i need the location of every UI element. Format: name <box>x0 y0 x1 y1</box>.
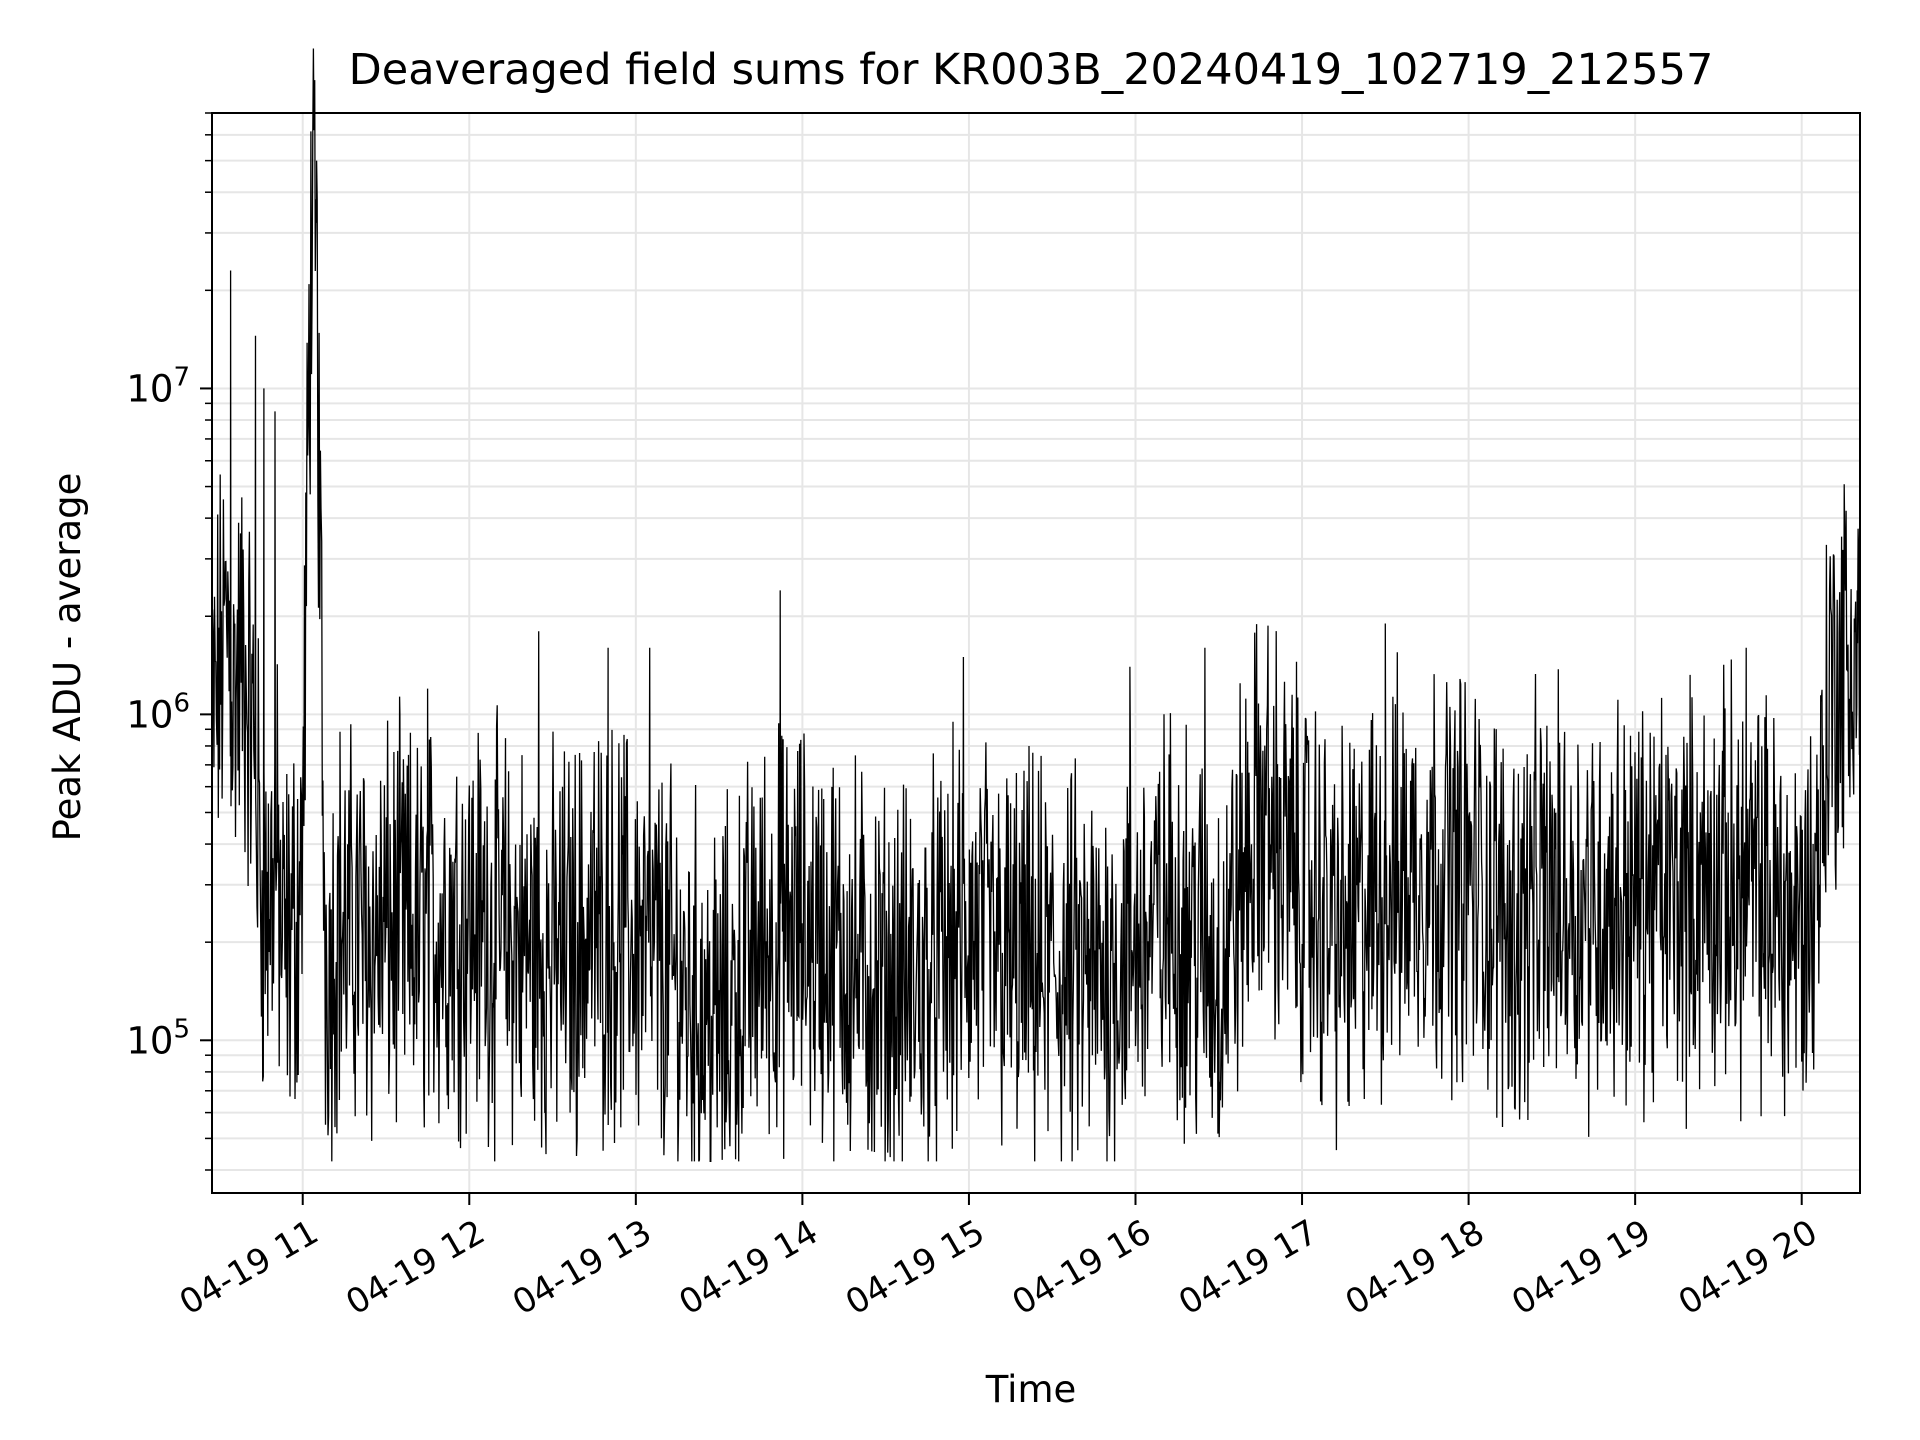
data-series <box>211 48 1861 1163</box>
y-tick-label: 107 <box>126 362 190 410</box>
y-tick-label: 106 <box>126 688 190 736</box>
series-line <box>211 48 1861 1163</box>
y-tick-label: 105 <box>126 1014 190 1062</box>
grid-lines <box>212 112 1860 1193</box>
chart-title: Deaveraged field sums for KR003B_2024041… <box>349 45 1714 95</box>
plot-frame <box>211 112 1861 1194</box>
x-axis-label: Time <box>985 1368 1077 1411</box>
y-axis-label: Peak ADU - average <box>46 473 89 842</box>
